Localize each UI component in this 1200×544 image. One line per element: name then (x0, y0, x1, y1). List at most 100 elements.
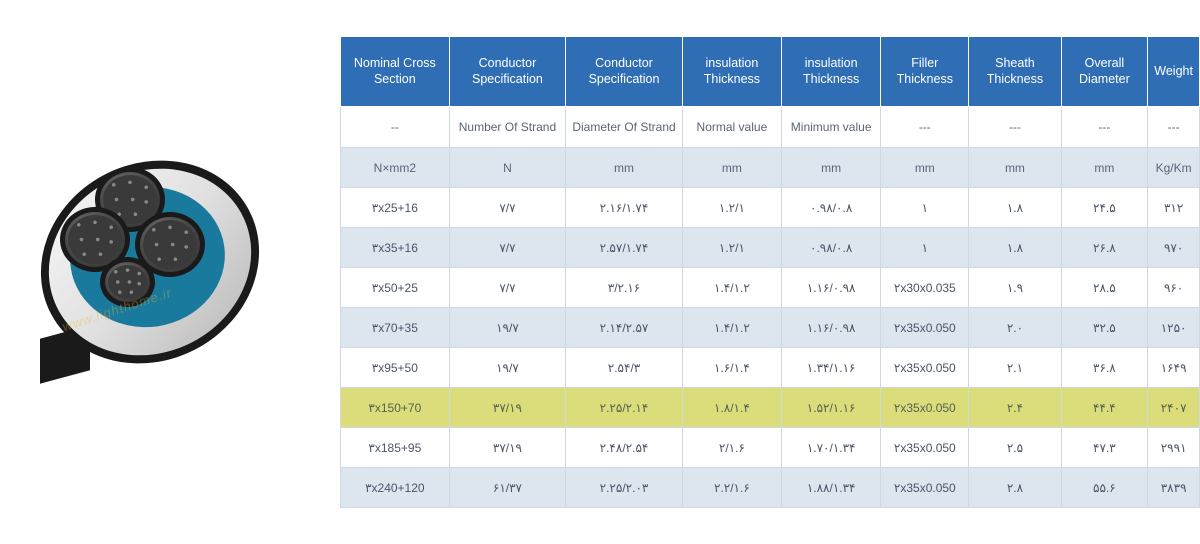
col-header: insulation Thickness (682, 36, 781, 106)
table-cell: ٢.۵۴/٣ (566, 348, 683, 388)
col-header: Sheath Thickness (969, 36, 1061, 106)
table-cell: ٢.۴ (969, 388, 1061, 428)
table-cell: ٢.١ (969, 348, 1061, 388)
table-cell: Diameter Of Strand (566, 106, 683, 148)
table-cell: ٣x240+120 (341, 468, 450, 508)
table-cell: ١.٣۴/١.١۶ (782, 348, 881, 388)
col-header: Conductor Specification (449, 36, 566, 106)
table-cell: N×mm2 (341, 148, 450, 188)
product-image-area: www.lighthome.ir (0, 122, 340, 422)
table-cell: ٣x185+95 (341, 428, 450, 468)
table-cell: ١.٢/١ (682, 188, 781, 228)
table-cell: ٣٢.۵ (1061, 308, 1148, 348)
table-row: ٣x50+25٧/٧٣/٢.١۶١.۴/١.٢١.١۶/٠.٩٨٢x30x0.0… (341, 268, 1200, 308)
table-row: --Number Of StrandDiameter Of StrandNorm… (341, 106, 1200, 148)
table-cell: ١.۵٢/١.١۶ (782, 388, 881, 428)
table-cell: mm (566, 148, 683, 188)
table-cell: ٩٧٠ (1148, 228, 1200, 268)
table-header-row: Nominal Cross Section Conductor Specific… (341, 36, 1200, 106)
table-cell: Number Of Strand (449, 106, 566, 148)
table-cell: ٢.٢۵/٢.٠٣ (566, 468, 683, 508)
table-cell: ٣x95+50 (341, 348, 450, 388)
table-cell: ١.٧٠/١.٣۴ (782, 428, 881, 468)
table-cell: ٢.٠ (969, 308, 1061, 348)
table-cell: --- (1148, 106, 1200, 148)
table-cell: ١.۴/١.٢ (682, 268, 781, 308)
table-row: N×mm2NmmmmmmmmmmmmKg/Km (341, 148, 1200, 188)
table-cell: --- (969, 106, 1061, 148)
table-cell: ٣٧/١٩ (449, 428, 566, 468)
spec-table-area: Nominal Cross Section Conductor Specific… (340, 36, 1200, 509)
page-container: www.lighthome.ir Nominal Cross Section C… (0, 36, 1200, 509)
table-cell: ٢x35x0.050 (881, 468, 969, 508)
table-cell: ۵۵.۶ (1061, 468, 1148, 508)
table-cell: ١۶۴٩ (1148, 348, 1200, 388)
table-cell: ٣x25+16 (341, 188, 450, 228)
table-cell: ١.۶/١.۴ (682, 348, 781, 388)
cable-illustration (30, 142, 310, 402)
table-cell: -- (341, 106, 450, 148)
table-cell: mm (782, 148, 881, 188)
table-cell: ٢٩٩١ (1148, 428, 1200, 468)
table-cell: --- (1061, 106, 1148, 148)
table-cell: ٠.٩٨/٠.٨ (782, 188, 881, 228)
table-cell: N (449, 148, 566, 188)
table-body: --Number Of StrandDiameter Of StrandNorm… (341, 106, 1200, 508)
table-cell: ٢۶.٨ (1061, 228, 1148, 268)
table-row: ٣x185+95٣٧/١٩٢.۴٨/٢.۵۴٢/١.۶١.٧٠/١.٣۴٢x35… (341, 428, 1200, 468)
table-cell: ٣x70+35 (341, 308, 450, 348)
table-cell: ٢x35x0.050 (881, 348, 969, 388)
table-cell: ٢۴.۵ (1061, 188, 1148, 228)
table-cell: ١.١۶/٠.٩٨ (782, 268, 881, 308)
table-cell: Kg/Km (1148, 148, 1200, 188)
table-cell: ٢٨.۵ (1061, 268, 1148, 308)
table-row: ٣x25+16٧/٧٢.١۶/١.٧۴١.٢/١٠.٩٨/٠.٨١١.٨٢۴.۵… (341, 188, 1200, 228)
table-cell: ١.٢/١ (682, 228, 781, 268)
table-cell: ٣٧/١٩ (449, 388, 566, 428)
table-cell: ۶١/٣٧ (449, 468, 566, 508)
table-cell: ٧/٧ (449, 228, 566, 268)
col-header: Filler Thickness (881, 36, 969, 106)
table-cell: ١ (881, 228, 969, 268)
table-row: ٣x240+120۶١/٣٧٢.٢۵/٢.٠٣٢.٢/١.۶١.٨٨/١.٣۴٢… (341, 468, 1200, 508)
table-cell: ١.٨٨/١.٣۴ (782, 468, 881, 508)
table-cell: ٢x35x0.050 (881, 388, 969, 428)
col-header: insulation Thickness (782, 36, 881, 106)
table-cell: ٣x50+25 (341, 268, 450, 308)
table-cell: ٣٨٣٩ (1148, 468, 1200, 508)
table-cell: Normal value (682, 106, 781, 148)
table-row: ٣x95+50١٩/٧٢.۵۴/٣١.۶/١.۴١.٣۴/١.١۶٢x35x0.… (341, 348, 1200, 388)
table-cell: ١.٨/١.۴ (682, 388, 781, 428)
table-cell: ١٩/٧ (449, 308, 566, 348)
table-cell: mm (969, 148, 1061, 188)
col-header: Nominal Cross Section (341, 36, 450, 106)
table-cell: ٢x35x0.050 (881, 428, 969, 468)
table-cell: ٠.٩٨/٠.٨ (782, 228, 881, 268)
col-header: Conductor Specification (566, 36, 683, 106)
table-cell: ١ (881, 188, 969, 228)
spec-table: Nominal Cross Section Conductor Specific… (340, 36, 1200, 509)
table-cell: ٩۶٠ (1148, 268, 1200, 308)
table-cell: ٢.١۴/٢.۵٧ (566, 308, 683, 348)
table-cell: ٣١٢ (1148, 188, 1200, 228)
table-row: ٣x70+35١٩/٧٢.١۴/٢.۵٧١.۴/١.٢١.١۶/٠.٩٨٢x35… (341, 308, 1200, 348)
table-cell: ٢.٨ (969, 468, 1061, 508)
table-cell: mm (881, 148, 969, 188)
table-cell: ١.٩ (969, 268, 1061, 308)
col-header: Weight (1148, 36, 1200, 106)
cable-core (100, 257, 155, 307)
table-cell: ١.١۶/٠.٩٨ (782, 308, 881, 348)
table-cell: ٢.٢/١.۶ (682, 468, 781, 508)
table-cell: ١.۴/١.٢ (682, 308, 781, 348)
table-cell: ٢/١.۶ (682, 428, 781, 468)
table-cell: ٧/٧ (449, 188, 566, 228)
table-cell: ٣x35+16 (341, 228, 450, 268)
table-cell: ٢.٢۵/٢.١۴ (566, 388, 683, 428)
table-cell: ١.٨ (969, 188, 1061, 228)
table-cell: ٢.۵٧/١.٧۴ (566, 228, 683, 268)
table-cell: ٣x150+70 (341, 388, 450, 428)
table-cell: --- (881, 106, 969, 148)
table-cell: ٢x35x0.050 (881, 308, 969, 348)
table-cell: ١٢۵٠ (1148, 308, 1200, 348)
table-cell: ٧/٧ (449, 268, 566, 308)
